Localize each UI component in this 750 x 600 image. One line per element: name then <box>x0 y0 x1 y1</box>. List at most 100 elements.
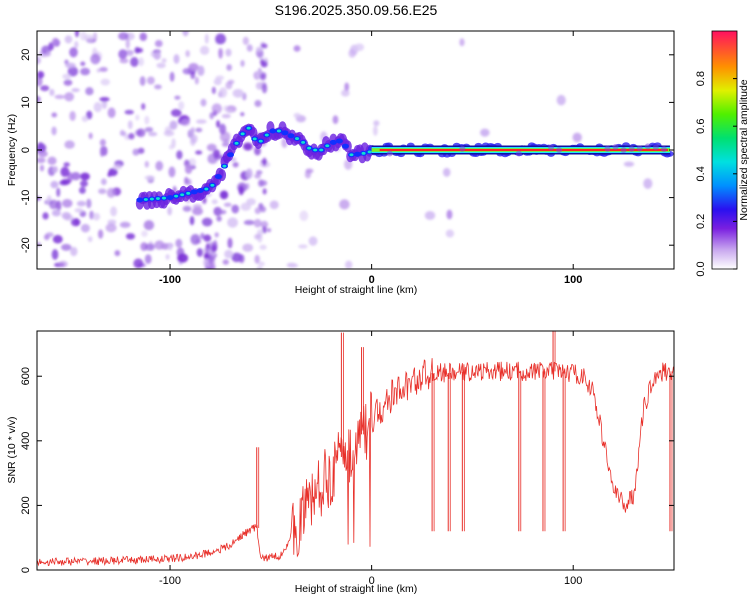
noise-blob <box>442 167 451 177</box>
noise-blob <box>80 180 88 187</box>
noise-blob <box>37 157 46 164</box>
ridge-peak <box>258 139 263 143</box>
noise-blob <box>216 209 227 215</box>
noise-blob <box>225 109 234 114</box>
noise-blob <box>136 47 144 53</box>
noise-blob <box>243 220 255 226</box>
snr-ytick-label: 400 <box>20 432 32 450</box>
noise-blob <box>100 78 111 86</box>
noise-blob <box>124 109 134 115</box>
noise-blob <box>37 70 45 79</box>
noise-blob <box>240 112 245 117</box>
tone-band-sidelobe <box>628 145 635 152</box>
noise-blob <box>48 199 59 210</box>
ridge-peak <box>186 191 191 195</box>
noise-blob <box>227 217 239 228</box>
noise-blob <box>262 226 267 234</box>
noise-blob <box>127 120 133 130</box>
noise-blob <box>210 260 216 269</box>
noise-blob <box>332 115 339 125</box>
noise-blob <box>192 207 204 216</box>
noise-blob <box>223 105 228 112</box>
noise-blob <box>194 76 199 85</box>
noise-blob <box>175 238 183 248</box>
noise-blob <box>339 199 350 210</box>
noise-blob <box>51 249 59 260</box>
noise-blob <box>154 84 162 90</box>
spectrogram-xtick-label: 100 <box>564 274 582 286</box>
ridge-peak <box>155 197 160 200</box>
spectrogram-xtick-label: -100 <box>159 274 181 286</box>
tone-band-sidelobe <box>515 150 522 157</box>
noise-blob <box>211 199 218 205</box>
noise-blob <box>74 208 84 213</box>
ridge-core <box>269 128 277 134</box>
noise-blob <box>259 244 267 250</box>
noise-blob <box>226 64 232 71</box>
colorbar-label: Normalized spectral amplitude <box>738 79 750 220</box>
noise-blob <box>211 86 216 95</box>
snr-ytick-label: 600 <box>20 367 32 385</box>
spectrogram-frame <box>36 30 675 270</box>
colorbar-gradient <box>711 30 738 270</box>
noise-blob <box>219 87 228 98</box>
noise-blob <box>58 260 68 268</box>
noise-blob <box>204 33 209 44</box>
noise-blob <box>255 46 264 52</box>
noise-blob <box>192 204 202 210</box>
noise-blob <box>341 89 350 97</box>
noise-blob <box>141 103 146 110</box>
noise-blob <box>195 127 203 133</box>
noise-blob <box>287 263 299 268</box>
tone-band-peak <box>379 149 668 151</box>
noise-blob <box>207 153 218 165</box>
ridge-core <box>341 143 349 149</box>
noise-blob <box>97 229 104 239</box>
noise-blob <box>293 112 301 119</box>
noise-blob <box>78 186 86 194</box>
noise-blob <box>445 229 455 238</box>
noise-blob <box>99 138 106 147</box>
noise-blob <box>232 161 239 168</box>
noise-blob <box>100 178 107 186</box>
noise-blob <box>225 48 232 57</box>
noise-blob <box>242 36 249 46</box>
colorbar: 0.0 0.2 0.4 0.6 0.8 Normalized spectral ampl… <box>695 30 750 277</box>
spectrogram-ytick-label: -10 <box>20 190 32 206</box>
noise-blob <box>186 178 192 186</box>
noise-blob <box>224 249 234 259</box>
noise-blob <box>47 156 57 166</box>
noise-blob <box>254 234 261 240</box>
noise-blob <box>45 51 51 57</box>
noise-blob <box>51 37 60 47</box>
noise-blob <box>85 87 94 96</box>
noise-blob <box>110 206 118 217</box>
snr-xtick-label: 100 <box>564 575 582 587</box>
noise-blob <box>37 95 41 103</box>
noise-blob <box>206 262 211 268</box>
noise-blob <box>200 232 205 240</box>
noise-blob <box>215 33 226 45</box>
noise-blob <box>153 51 161 60</box>
noise-blob <box>61 198 73 208</box>
noise-blob <box>174 95 181 100</box>
snr-panel: -100 0 100 0 200 400 600 Height of straight li… <box>6 330 675 595</box>
noise-blob <box>64 215 74 221</box>
ridge-peak <box>222 164 227 168</box>
noise-blob <box>133 258 144 269</box>
noise-blob <box>169 120 178 130</box>
noise-blob <box>373 120 380 127</box>
ridge-peak <box>252 137 257 141</box>
noise-blob <box>136 128 146 138</box>
ridge-core <box>227 152 235 158</box>
snr-y-label: SNR (10 * v/v) <box>6 416 18 483</box>
noise-blob <box>197 65 205 77</box>
noise-blob <box>190 233 201 245</box>
noise-blob <box>64 140 75 149</box>
ridge-peak <box>276 129 281 133</box>
tone-band-sidelobe <box>556 147 563 154</box>
noise-blob <box>63 162 70 167</box>
noise-blob <box>167 206 172 216</box>
noise-blob <box>80 67 91 76</box>
